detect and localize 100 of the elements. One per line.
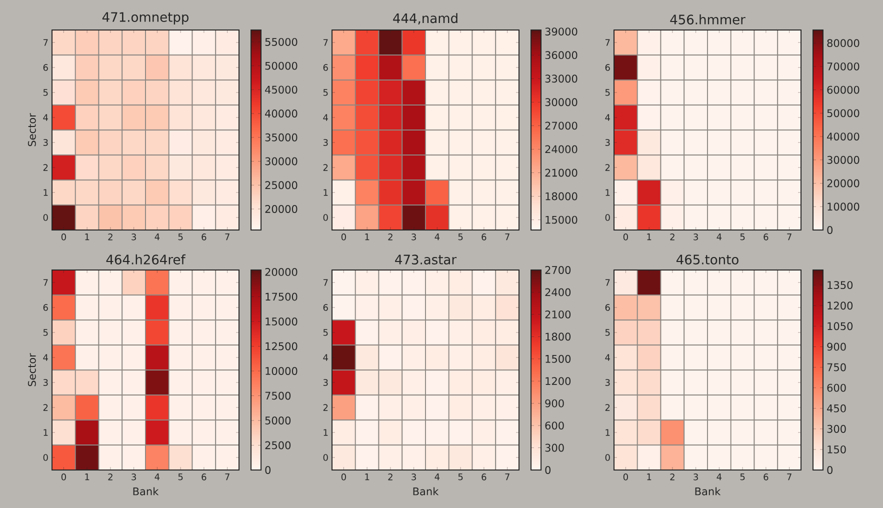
y-tick-label: 2 bbox=[323, 404, 328, 411]
color-bar-label: 50000 bbox=[827, 109, 860, 118]
color-bar-label: 30000 bbox=[545, 98, 578, 106]
color-bar-label: 1200 bbox=[546, 377, 571, 386]
x-tick-label: 4 bbox=[434, 474, 440, 480]
x-axis-title: Bank bbox=[695, 487, 721, 496]
color-bar-label: 1200 bbox=[828, 302, 853, 310]
color-bar-label: 20000 bbox=[827, 179, 860, 188]
color-bar-label: 36000 bbox=[545, 51, 578, 60]
y-tick-label: 7 bbox=[43, 279, 48, 286]
color-bar-label: 300 bbox=[827, 424, 846, 433]
color-bar-label: 27000 bbox=[545, 122, 578, 130]
color-bar-label: 30000 bbox=[265, 157, 298, 166]
x-tick-label: 1 bbox=[647, 234, 652, 240]
y-tick-label: 5 bbox=[323, 89, 328, 96]
y-tick-label: 7 bbox=[43, 39, 48, 46]
y-axis-title: Sector bbox=[28, 353, 36, 386]
chart-title: 471.omnetpp bbox=[102, 12, 188, 24]
y-tick-label: 3 bbox=[43, 139, 48, 146]
color-bar-label: 300 bbox=[545, 444, 564, 452]
x-tick-label: 7 bbox=[787, 234, 792, 240]
color-bar-label: 2100 bbox=[545, 310, 571, 318]
x-tick-label: 2 bbox=[670, 474, 674, 480]
color-bar-label: 20000 bbox=[265, 268, 298, 276]
x-tick-label: 6 bbox=[202, 474, 206, 480]
y-tick-label: 5 bbox=[605, 329, 610, 336]
x-tick-label: 1 bbox=[647, 474, 652, 480]
color-bar-label: 450 bbox=[827, 404, 846, 412]
y-tick-label: 5 bbox=[43, 329, 48, 336]
color-bar-label: 40000 bbox=[827, 132, 860, 140]
color-bar-label: 21000 bbox=[545, 168, 578, 177]
x-tick-label: 0 bbox=[623, 474, 628, 480]
color-bar-label: 12500 bbox=[266, 342, 298, 350]
y-tick-label: 4 bbox=[605, 354, 610, 361]
color-bar-label: 900 bbox=[827, 342, 846, 351]
y-tick-label: 0 bbox=[605, 454, 610, 461]
color-bar-label: 2500 bbox=[265, 441, 291, 450]
x-tick-label: 2 bbox=[108, 234, 112, 240]
y-tick-label: 1 bbox=[606, 429, 610, 436]
color-bar-label: 900 bbox=[545, 399, 564, 408]
y-tick-label: 2 bbox=[43, 404, 48, 411]
color-bar-label: 0 bbox=[827, 226, 833, 234]
x-tick-label: 0 bbox=[61, 474, 66, 480]
x-tick-label: 6 bbox=[482, 474, 486, 480]
color-bar-label: 7500 bbox=[265, 392, 291, 400]
color-bar-label: 15000 bbox=[546, 216, 578, 224]
y-tick-label: 6 bbox=[605, 304, 610, 311]
chart-title: 473.astar bbox=[395, 254, 457, 264]
y-tick-label: 0 bbox=[605, 214, 610, 221]
x-tick-label: 1 bbox=[85, 474, 90, 480]
chart-title: 444,namd bbox=[393, 13, 458, 24]
y-tick-label: 0 bbox=[43, 214, 48, 221]
color-bar-label: 600 bbox=[545, 422, 564, 430]
x-axis-title: Bank bbox=[133, 487, 159, 496]
x-tick-label: 5 bbox=[740, 474, 745, 480]
x-tick-label: 3 bbox=[412, 474, 416, 480]
y-tick-label: 1 bbox=[324, 189, 328, 196]
x-tick-label: 3 bbox=[132, 474, 136, 480]
y-tick-label: 3 bbox=[323, 139, 328, 146]
color-bar-label: 2700 bbox=[545, 266, 571, 274]
x-tick-label: 7 bbox=[225, 474, 230, 480]
color-bar-label: 17500 bbox=[266, 292, 298, 301]
y-tick-label: 4 bbox=[323, 114, 328, 121]
y-tick-label: 6 bbox=[43, 64, 48, 71]
y-tick-label: 4 bbox=[43, 354, 48, 361]
color-bar-label: 24000 bbox=[545, 145, 578, 154]
color-bar-label: 0 bbox=[545, 466, 551, 474]
color-bar-label: 39000 bbox=[545, 28, 578, 36]
color-bar-label: 2400 bbox=[545, 288, 571, 296]
y-tick-label: 0 bbox=[43, 454, 48, 461]
x-tick-label: 6 bbox=[202, 234, 206, 240]
x-tick-label: 4 bbox=[154, 474, 160, 480]
y-tick-label: 7 bbox=[323, 39, 328, 46]
x-tick-label: 3 bbox=[412, 234, 416, 240]
chart-title: 464.h264ref bbox=[106, 254, 186, 264]
color-bar-label: 150 bbox=[828, 445, 846, 454]
color-bar-label: 70000 bbox=[827, 62, 860, 70]
color-bar-label: 80000 bbox=[827, 39, 860, 48]
x-tick-label: 1 bbox=[365, 474, 370, 480]
x-tick-label: 2 bbox=[670, 234, 674, 240]
x-tick-label: 0 bbox=[341, 474, 346, 480]
y-tick-label: 6 bbox=[605, 64, 610, 71]
y-tick-label: 1 bbox=[44, 189, 48, 196]
x-tick-label: 4 bbox=[716, 474, 722, 480]
x-tick-label: 2 bbox=[388, 474, 392, 480]
y-tick-label: 2 bbox=[605, 404, 610, 411]
y-tick-label: 0 bbox=[323, 454, 328, 461]
color-bar-label: 35000 bbox=[265, 133, 298, 142]
x-tick-label: 0 bbox=[341, 234, 346, 240]
color-bar-label: 1350 bbox=[828, 281, 853, 290]
color-bar-label: 0 bbox=[827, 466, 833, 474]
x-tick-label: 7 bbox=[225, 234, 230, 240]
y-tick-label: 3 bbox=[605, 139, 610, 146]
y-tick-label: 3 bbox=[323, 379, 328, 386]
y-axis-title: Sector bbox=[28, 113, 36, 146]
color-bar-label: 25000 bbox=[265, 181, 298, 190]
y-tick-label: 3 bbox=[43, 379, 48, 386]
y-tick-label: 7 bbox=[605, 39, 610, 46]
y-tick-label: 5 bbox=[43, 89, 48, 96]
color-bar-label: 20000 bbox=[265, 205, 298, 213]
